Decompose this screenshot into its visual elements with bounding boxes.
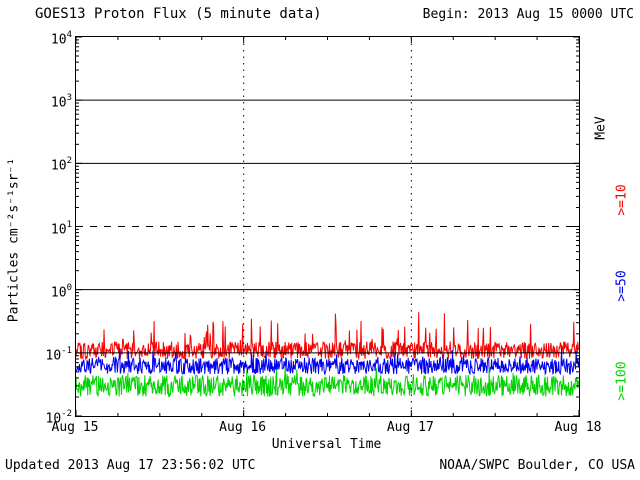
credit-label: NOAA/SWPC Boulder, CO USA [439,458,635,473]
x-tick-label-1: Aug 16 [219,420,267,435]
y-tick-label-10e4: 104 [50,30,72,48]
x-tick-label-3: Aug 18 [554,420,602,435]
y-tick-label-10e0: 100 [50,282,72,300]
plot-area [75,36,580,417]
right-axis-label-MeV: MeV [593,116,609,140]
x-axis-label: Universal Time [271,437,382,452]
chart-title: GOES13 Proton Flux (5 minute data) [35,6,322,22]
x-tick-label-0: Aug 15 [51,420,99,435]
y-tick-label-10e2: 102 [50,156,72,174]
right-axis-label-10: >=10 [614,184,630,216]
y-tick-label-10e1: 101 [50,219,72,237]
x-tick-label-2: Aug 17 [386,420,434,435]
y-axis-label: Particles cm⁻²s⁻¹sr⁻¹ [6,157,22,323]
y-tick-label-10e-2: 10-2 [45,409,73,427]
y-tick-label-10e-1: 10-1 [45,345,73,364]
series-line-1 [76,348,579,376]
right-axis-label-50: >=50 [614,270,630,302]
series-line-2 [76,366,579,398]
right-axis-label-100: >=100 [614,361,630,401]
y-tick-label-10e3: 103 [50,93,72,111]
begin-time-label: Begin: 2013 Aug 15 0000 UTC [422,7,634,22]
updated-timestamp: Updated 2013 Aug 17 23:56:02 UTC [5,458,256,473]
proton-flux-plot [76,37,579,416]
series-line-0 [76,312,579,361]
